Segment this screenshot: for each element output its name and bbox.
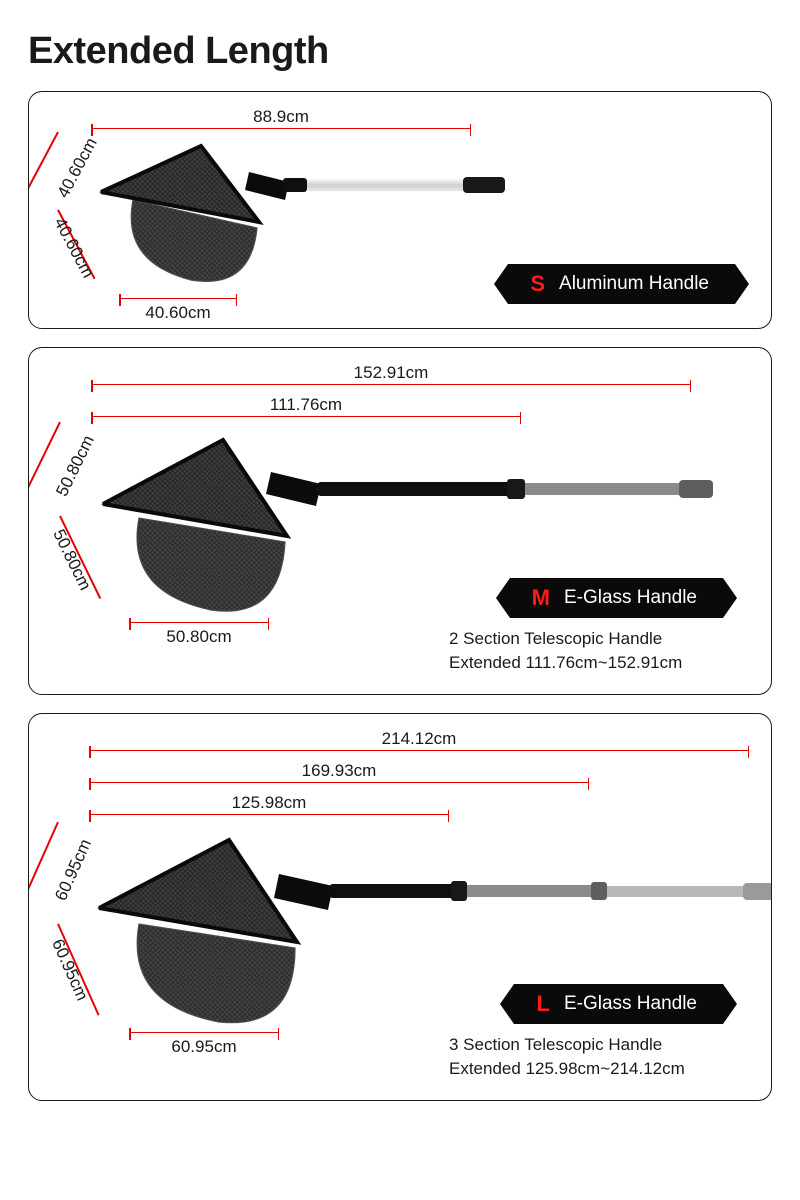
dim-label: 111.76cm <box>270 395 342 415</box>
subtext-line: 2 Section Telescopic Handle <box>449 627 749 652</box>
size-badge-s: S Aluminum Handle <box>508 264 735 304</box>
subtext-line: Extended 111.76cm~152.91cm <box>449 651 749 676</box>
dim-top-outer-l: 214.12cm <box>89 750 749 751</box>
dim-side-upper-l <box>28 822 58 914</box>
dim-label: 88.9cm <box>253 107 309 127</box>
subtext-l: 3 Section Telescopic Handle Extended 125… <box>449 1033 749 1082</box>
dim-label: 152.91cm <box>354 363 429 383</box>
dim-label: 60.95cm <box>171 1037 236 1057</box>
dim-label: 169.93cm <box>302 761 377 781</box>
dim-label: 214.12cm <box>382 729 457 749</box>
size-badge-m: M E-Glass Handle <box>510 578 723 618</box>
dim-bottom-s: 40.60cm <box>119 298 237 299</box>
subtext-m: 2 Section Telescopic Handle Extended 111… <box>449 627 749 676</box>
size-card-m: 152.91cm 111.76cm 50.80cm 50.80cm 50.80c… <box>28 347 772 695</box>
size-badge-row: S Aluminum Handle <box>508 264 735 304</box>
size-badge-row: M E-Glass Handle <box>510 578 723 618</box>
dim-top-outer-m: 152.91cm <box>91 384 691 385</box>
size-code: S <box>530 271 545 297</box>
dim-top-inner-l: 125.98cm <box>89 814 449 815</box>
page-title: Extended Length <box>28 30 772 73</box>
dim-top-inner-m: 111.76cm <box>91 416 521 417</box>
dim-bottom-m: 50.80cm <box>129 622 269 623</box>
dim-top-mid-l: 169.93cm <box>89 782 589 783</box>
dim-label: 125.98cm <box>232 793 307 813</box>
dim-label: 40.60cm <box>145 303 210 323</box>
size-badge-row: L E-Glass Handle <box>514 984 723 1024</box>
subtext-line: Extended 125.98cm~214.12cm <box>449 1057 749 1082</box>
handle-type-label: E-Glass Handle <box>564 587 697 609</box>
size-code: L <box>536 991 549 1017</box>
dim-top-s: 88.9cm <box>91 128 471 129</box>
size-code: M <box>532 585 550 611</box>
dim-bottom-l: 60.95cm <box>129 1032 279 1033</box>
handle-type-label: Aluminum Handle <box>559 273 709 295</box>
size-card-l: 214.12cm 169.93cm 125.98cm 60.95cm 60.95… <box>28 713 772 1101</box>
size-badge-l: L E-Glass Handle <box>514 984 723 1024</box>
dim-label: 50.80cm <box>166 627 231 647</box>
size-card-s: 88.9cm 40.60cm 40.60cm 40.60cm S Aluminu… <box>28 91 772 329</box>
subtext-line: 3 Section Telescopic Handle <box>449 1033 749 1058</box>
handle-type-label: E-Glass Handle <box>564 993 697 1015</box>
